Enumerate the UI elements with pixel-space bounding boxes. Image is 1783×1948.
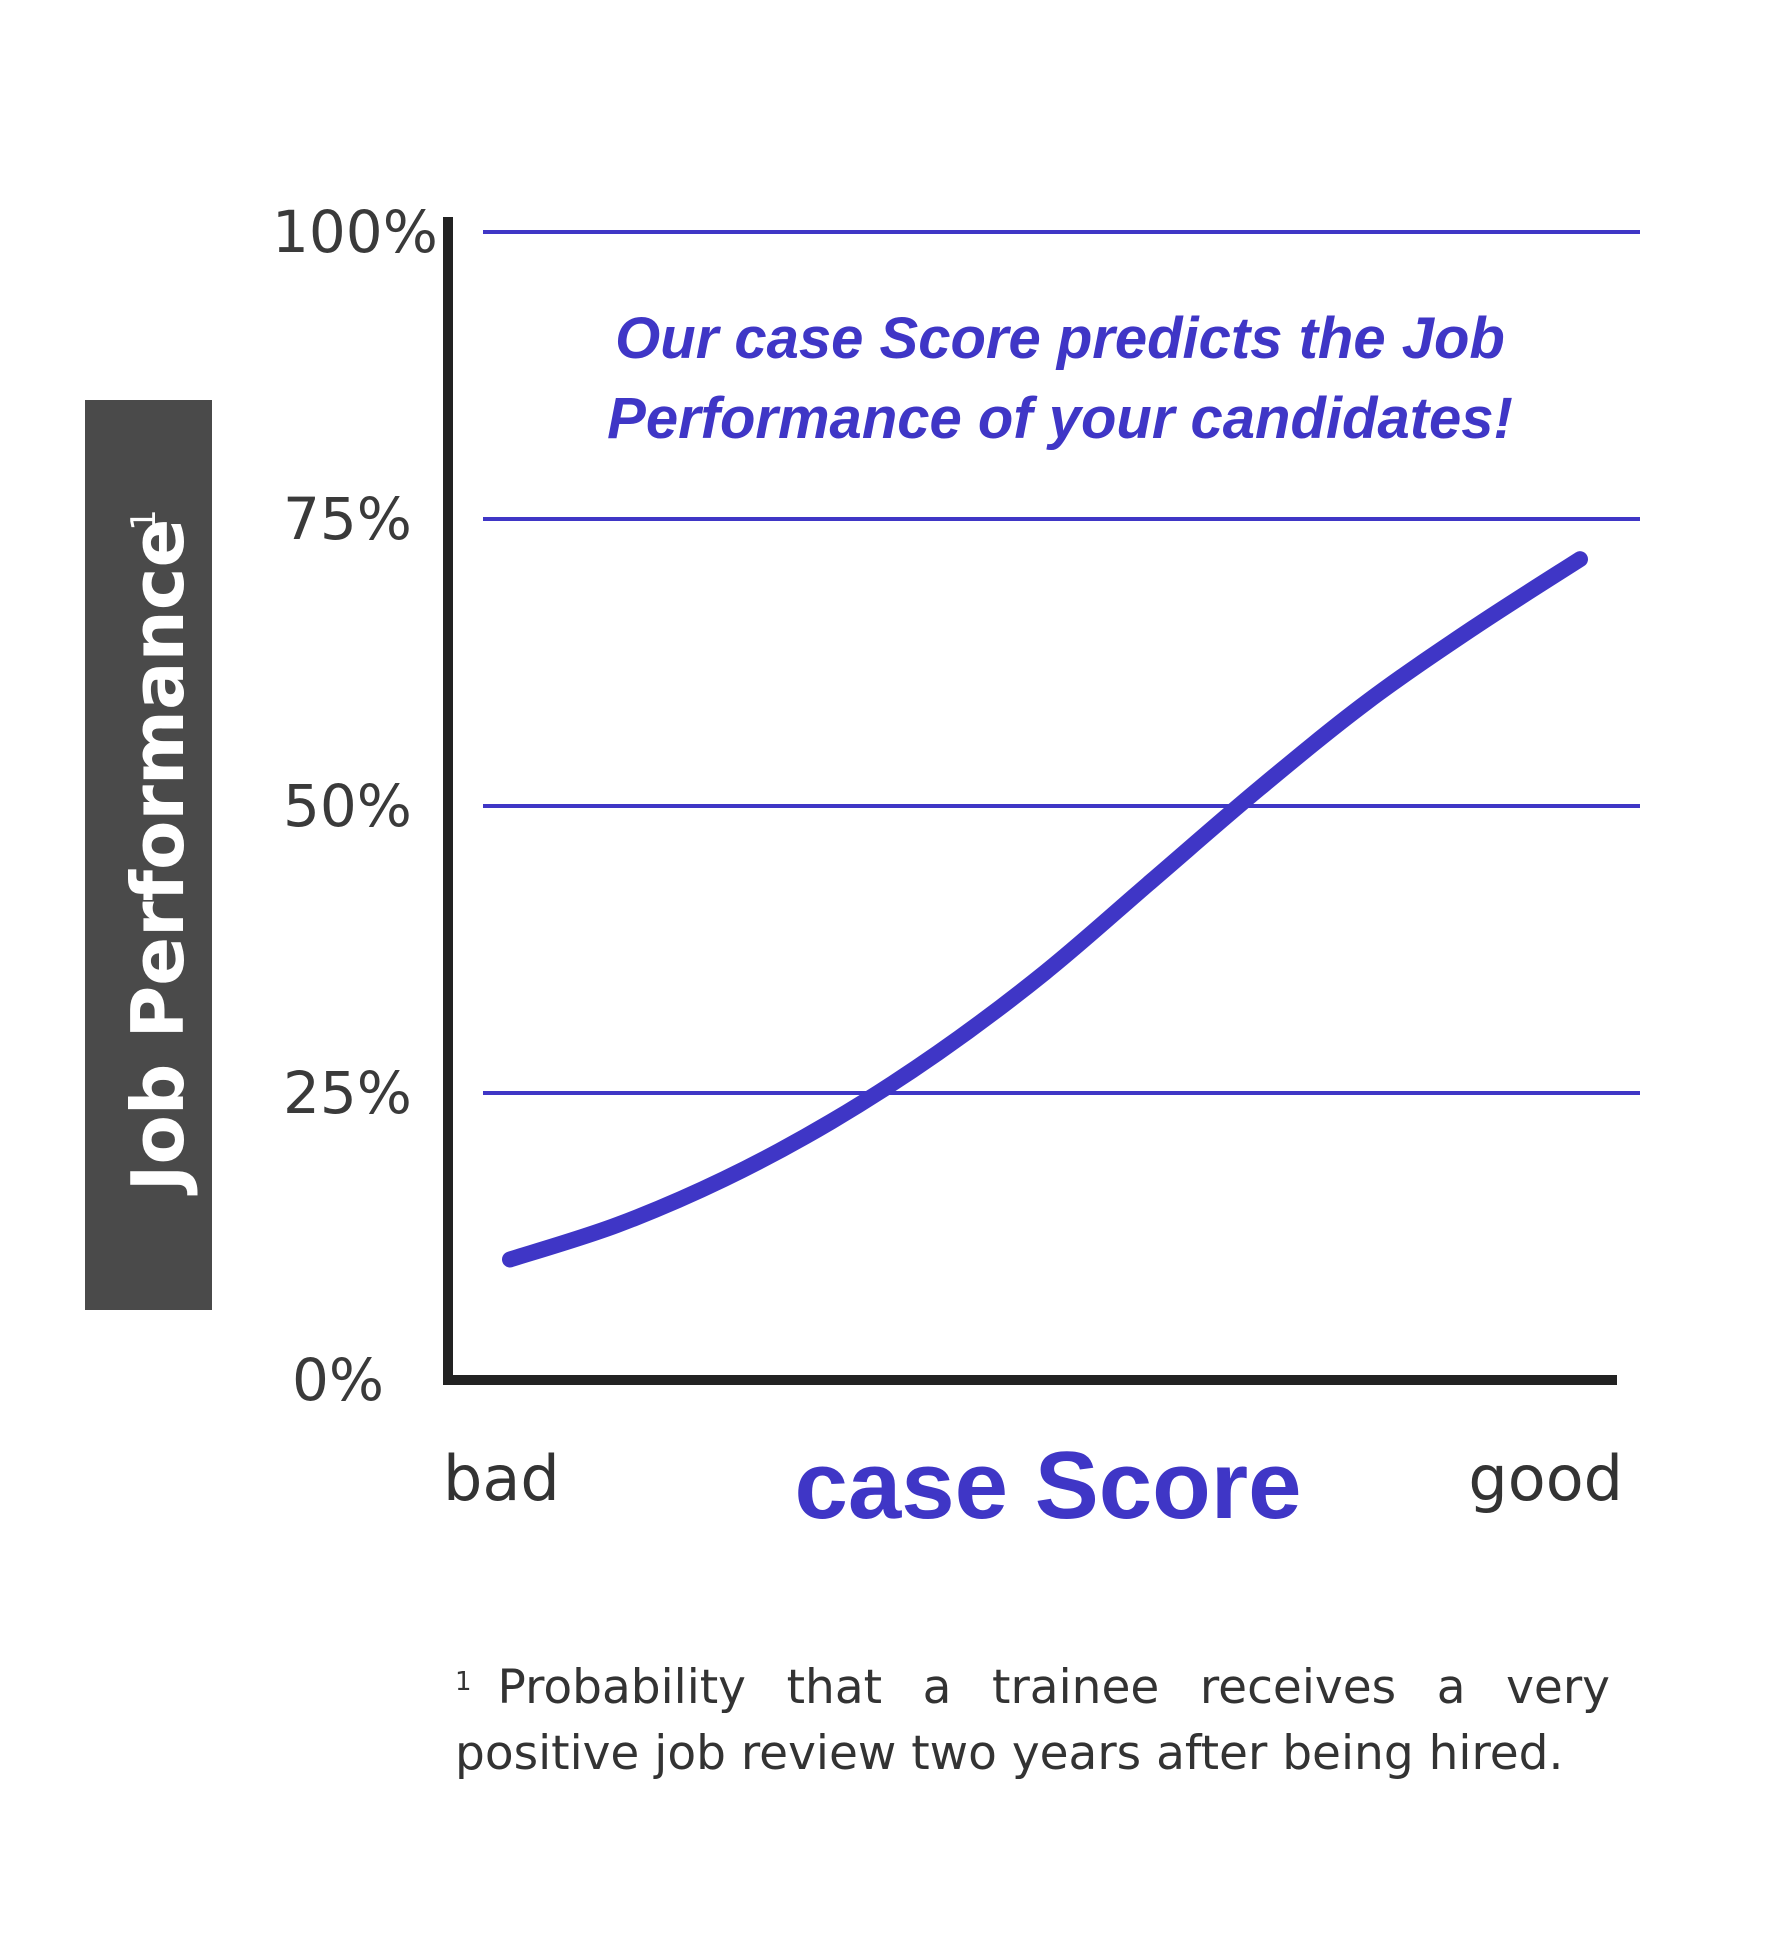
ylabel-box <box>85 400 212 1310</box>
series-layer <box>502 551 1588 1268</box>
annotation-line-1: Our case Score predicts the Job <box>615 306 1505 371</box>
ylabel-sup-group: 1 <box>124 509 164 531</box>
y-tick-label: 75% <box>283 485 412 553</box>
y-tick-label: 0% <box>292 1346 384 1414</box>
y-tick-label: 100% <box>272 198 438 266</box>
grid-layer <box>483 230 1640 1095</box>
tick-layer: 0% 25% 50% 75% 100% <box>272 198 438 1414</box>
footnote: 1 Probability that a trainee receives a v… <box>455 1655 1610 1787</box>
y-tick-label: 50% <box>283 772 412 840</box>
footnote-marker: 1 <box>455 1667 472 1697</box>
xlabel: case Score <box>794 1432 1301 1539</box>
x-end-label: good <box>1468 1442 1623 1515</box>
ylabel-footnote-marker: 1 <box>124 509 164 531</box>
footnote-text: Probability that a trainee receives a ve… <box>455 1660 1610 1781</box>
series-line-0 <box>502 551 1588 1268</box>
y-tick-label: 25% <box>283 1059 412 1127</box>
annotation-line-2: Performance of your candidates! <box>607 386 1513 451</box>
ylabel-group: Job Performance <box>116 519 200 1197</box>
x-start-label: bad <box>443 1442 560 1515</box>
ylabel: Job Performance <box>116 519 200 1197</box>
